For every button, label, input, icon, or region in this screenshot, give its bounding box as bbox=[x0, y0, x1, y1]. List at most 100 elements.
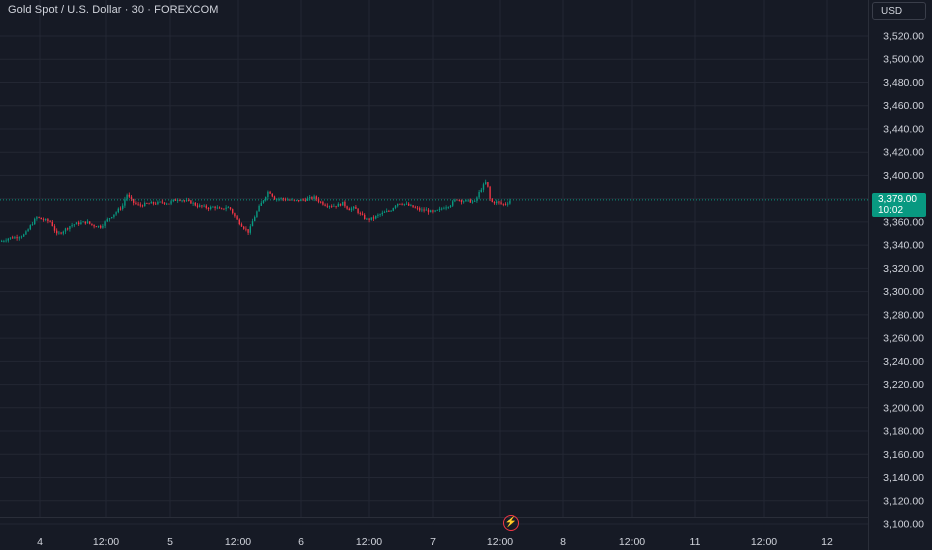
candle-body bbox=[401, 204, 403, 206]
candle-body bbox=[381, 212, 383, 215]
candle-body bbox=[394, 205, 397, 209]
price-axis[interactable]: 3,520.00 3,500.00 3,480.00 3,460.00 3,440.00… bbox=[868, 0, 925, 550]
candle-body bbox=[271, 193, 273, 197]
candle-body bbox=[430, 210, 432, 213]
candle-body bbox=[25, 231, 27, 235]
y-tick-label: 3,340.00 bbox=[883, 240, 924, 252]
candle-body bbox=[410, 205, 412, 207]
candle-body bbox=[148, 203, 150, 205]
x-tick-label: 11 bbox=[690, 536, 701, 548]
candle-body bbox=[194, 202, 196, 206]
candle-body bbox=[232, 209, 234, 214]
x-tick-label: 12:00 bbox=[751, 536, 777, 548]
candle-body bbox=[45, 219, 47, 221]
y-tick-label: 3,320.00 bbox=[883, 263, 924, 275]
candle-body bbox=[69, 226, 71, 230]
candle-body bbox=[229, 207, 232, 210]
candle-body bbox=[443, 208, 445, 210]
candle-body bbox=[100, 225, 102, 228]
candle-body bbox=[218, 207, 221, 209]
candles bbox=[1, 179, 511, 243]
candle-body bbox=[53, 226, 56, 231]
candle-body bbox=[427, 209, 430, 213]
candle-body bbox=[449, 205, 452, 207]
candle-body bbox=[476, 197, 478, 201]
y-tick-label: 3,180.00 bbox=[883, 426, 924, 438]
candle-body bbox=[80, 222, 82, 225]
candle-body bbox=[16, 237, 18, 239]
candle-body bbox=[342, 201, 344, 206]
candle-body bbox=[1, 241, 3, 243]
candle-body bbox=[291, 199, 293, 201]
candle-body bbox=[203, 205, 205, 207]
candle-body bbox=[179, 200, 181, 201]
candle-body bbox=[419, 208, 421, 211]
candle-body bbox=[278, 198, 280, 200]
candle-body bbox=[372, 217, 375, 219]
candle-body bbox=[337, 203, 339, 207]
candle-body bbox=[12, 237, 14, 239]
candle-body bbox=[348, 208, 350, 211]
y-tick-label: 3,100.00 bbox=[883, 519, 924, 531]
candle-body bbox=[128, 194, 130, 197]
candle-body bbox=[34, 218, 36, 225]
candle-body bbox=[199, 205, 201, 207]
candle-body bbox=[370, 217, 372, 220]
candle-body bbox=[416, 207, 419, 209]
candle-body bbox=[313, 196, 315, 199]
candle-body bbox=[498, 201, 500, 203]
candle-body bbox=[152, 201, 155, 204]
candle-body bbox=[159, 201, 161, 203]
candle-body bbox=[67, 228, 69, 230]
candle-body bbox=[350, 208, 353, 211]
candle-body bbox=[157, 201, 159, 205]
candle-body bbox=[344, 201, 346, 207]
x-tick-label: 12:00 bbox=[356, 536, 382, 548]
candle-body bbox=[377, 214, 379, 216]
candle-body bbox=[306, 198, 309, 201]
candle-body bbox=[49, 221, 51, 222]
candle-body bbox=[20, 236, 23, 238]
y-tick-label: 3,520.00 bbox=[883, 31, 924, 43]
candle-body bbox=[456, 199, 458, 201]
candle-body bbox=[216, 207, 218, 209]
candle-body bbox=[27, 229, 29, 232]
candle-body bbox=[390, 210, 392, 212]
grid bbox=[0, 0, 868, 525]
y-tick-label: 3,400.00 bbox=[883, 170, 924, 182]
candle-body bbox=[302, 199, 304, 201]
candle-body bbox=[282, 198, 284, 200]
currency-button[interactable]: USD bbox=[872, 2, 926, 20]
candle-body bbox=[460, 199, 463, 203]
candle-body bbox=[346, 206, 348, 209]
x-tick-label: 4 bbox=[37, 536, 43, 548]
candle-body bbox=[238, 219, 240, 225]
candle-body bbox=[298, 199, 300, 202]
candle-body bbox=[40, 217, 42, 220]
y-tick-label: 3,460.00 bbox=[883, 100, 924, 112]
candle-body bbox=[126, 194, 128, 200]
time-axis[interactable]: 4 12:00 5 12:00 6 12:00 7 12:00 8 12:00 11 12:00 12 bbox=[0, 517, 868, 549]
candle-body bbox=[251, 221, 254, 227]
candle-body bbox=[108, 218, 111, 220]
candle-body bbox=[223, 208, 225, 210]
candle-body bbox=[130, 196, 133, 200]
candle-body bbox=[117, 208, 119, 213]
candle-body bbox=[38, 217, 40, 218]
candle-body bbox=[181, 200, 183, 202]
y-tick-label: 3,480.00 bbox=[883, 77, 924, 89]
x-tick-label: 12:00 bbox=[225, 536, 251, 548]
y-tick-label: 3,200.00 bbox=[883, 402, 924, 414]
last-price-tag: 3,379.00 10:02 bbox=[872, 193, 926, 217]
candle-body bbox=[245, 228, 247, 230]
candle-body bbox=[36, 217, 38, 219]
candle-body bbox=[392, 208, 394, 211]
candle-body bbox=[174, 199, 177, 201]
lightning-icon[interactable]: ⚡ bbox=[503, 515, 519, 531]
candle-body bbox=[196, 205, 199, 207]
candle-body bbox=[210, 206, 212, 210]
candle-body bbox=[331, 206, 333, 207]
candle-body bbox=[309, 197, 311, 199]
candle-body bbox=[119, 208, 122, 210]
